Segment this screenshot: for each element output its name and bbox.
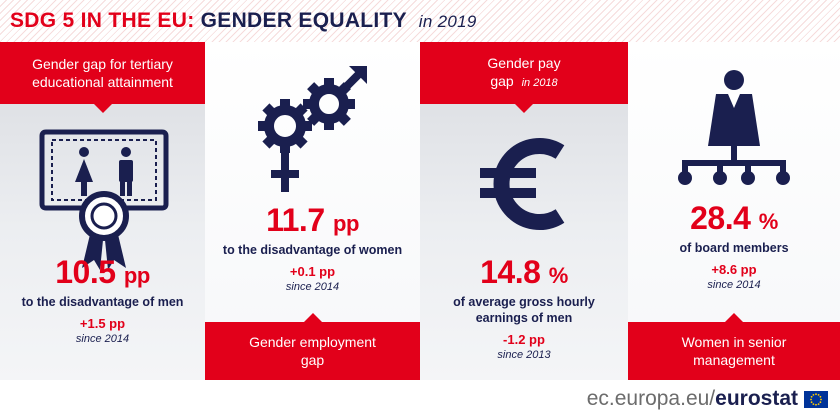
value-unit: pp <box>123 263 150 288</box>
value-number: 11.7 <box>266 202 325 238</box>
stat-description: to the disadvantage of women <box>222 243 403 257</box>
value-number: 28.4 <box>690 200 751 236</box>
diploma-certificate-icon <box>39 129 169 270</box>
stat-block: 11.7 pp to the disadvantage of women +0.… <box>205 202 420 294</box>
panel-label: Gender gap for tertiary educational atta… <box>0 42 205 113</box>
value-unit: % <box>758 209 779 234</box>
stat-value: 10.5 pp <box>0 254 205 294</box>
label-year: in 2018 <box>521 77 558 89</box>
stat-change: -1.2 pp <box>503 332 545 347</box>
footer-brand-name: eurostat <box>715 387 798 410</box>
value-number: 14.8 <box>480 254 541 290</box>
stat-value: 14.8 % <box>420 254 628 294</box>
stat-block: 28.4 % of board members +8.6 pp since 20… <box>628 200 840 292</box>
stat-value: 28.4 % <box>628 200 840 240</box>
stat-change: +8.6 pp <box>711 262 757 277</box>
label-line: Gender gap for tertiary <box>32 56 173 72</box>
eu-flag-icon <box>804 391 828 408</box>
panel-label: Gender pay gap in 2018 <box>420 42 628 113</box>
stat-block: 10.5 pp to the disadvantage of men +1.5 … <box>0 254 205 346</box>
title-part1: SDG 5 IN THE EU: <box>10 9 195 32</box>
title-part2: GENDER EQUALITY <box>200 9 407 32</box>
stat-since: since 2014 <box>285 281 340 293</box>
stat-description: earnings of men <box>475 311 573 325</box>
footer-brand: ec.europa.eu/eurostat <box>587 386 798 412</box>
label-line: Gender pay <box>487 55 561 71</box>
header-background <box>0 0 840 42</box>
gender-gears-icon <box>258 66 367 192</box>
label-line: educational attainment <box>32 74 173 90</box>
label-line: gap in 2018 <box>490 72 557 92</box>
stat-description: of average gross hourly <box>453 295 595 309</box>
panel-pay-gap: Gender pay gap in 2018 14.8 % of average… <box>420 42 628 380</box>
value-number: 10.5 <box>55 254 116 290</box>
stat-change: +0.1 pp <box>289 264 336 279</box>
stat-description: to the disadvantage of men <box>21 295 184 309</box>
stat-value: 11.7 pp <box>205 202 420 242</box>
title-year: in 2019 <box>418 12 477 31</box>
stat-description: of board members <box>679 241 789 255</box>
euro-icon <box>480 138 565 230</box>
panel-tertiary-education: Gender gap for tertiary educational atta… <box>0 42 205 380</box>
label-line: gap <box>300 352 325 368</box>
panel-label: Women in senior management <box>628 313 840 380</box>
label-line: management <box>693 352 775 368</box>
stat-since: since 2014 <box>707 279 761 291</box>
org-chart-woman-icon <box>678 70 790 185</box>
panel-senior-management: 28.4 % of board members +8.6 pp since 20… <box>628 42 840 380</box>
stat-since: since 2013 <box>497 349 551 361</box>
panel-employment-gap: 11.7 pp to the disadvantage of women +0.… <box>205 42 420 380</box>
footer-site: ec.europa.eu/ <box>586 387 716 410</box>
value-unit: pp <box>333 211 359 236</box>
label-line: Gender employment <box>249 334 376 350</box>
page-title: SDG 5 IN THE EU: GENDER EQUALITY in 2019 <box>10 6 477 36</box>
stat-change: +1.5 pp <box>79 316 126 331</box>
panel-label: Gender employment gap <box>205 313 420 380</box>
label-line: Women in senior <box>681 334 787 350</box>
stat-block: 14.8 % of average gross hourly earnings … <box>420 254 628 362</box>
label-line-text: gap <box>490 73 514 89</box>
value-unit: % <box>548 263 569 288</box>
stat-since: since 2014 <box>75 333 130 345</box>
